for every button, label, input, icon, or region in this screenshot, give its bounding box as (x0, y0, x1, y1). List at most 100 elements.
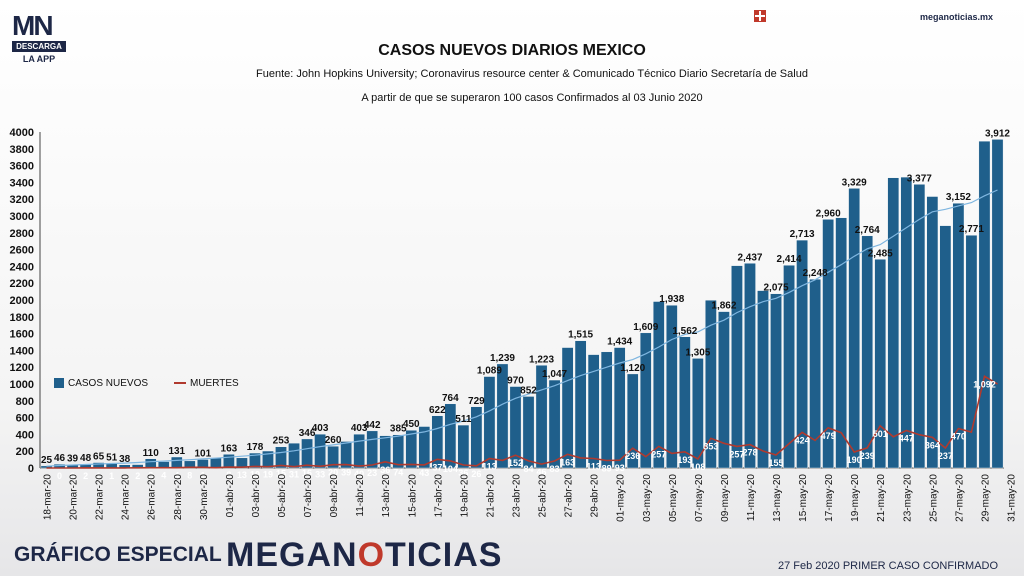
bar-casos-nuevos (978, 140, 991, 469)
y-tick-label: 1800 (10, 312, 34, 324)
bar-casos-nuevos (405, 430, 418, 469)
bar-casos-nuevos (431, 415, 444, 469)
y-tick-label: 1200 (10, 362, 34, 374)
bar-casos-nuevos (718, 311, 730, 469)
bar-data-label: 442 (364, 420, 381, 431)
bar-casos-nuevos (939, 225, 952, 469)
y-tick-label: 600 (16, 413, 34, 425)
death-data-label: 84 (524, 464, 534, 474)
y-tick-label: 2000 (10, 295, 34, 307)
death-data-label: 190 (847, 455, 862, 465)
bar-data-label: 1,938 (659, 294, 684, 305)
death-data-label: 89 (602, 464, 612, 474)
bar-data-label: 1,120 (620, 363, 645, 374)
death-data-label: 4 (174, 471, 179, 481)
y-tick-label: 200 (16, 446, 34, 458)
bar-casos-nuevos (770, 293, 782, 469)
legend-cases-label: CASOS NUEVOS (68, 378, 149, 389)
death-data-label: 26 (471, 469, 481, 479)
death-data-label: 4 (161, 471, 166, 481)
bar-casos-nuevos (600, 351, 613, 469)
bar-casos-nuevos (496, 363, 509, 469)
death-data-label: 364 (925, 440, 940, 450)
x-tick-label: 13-may-20 (772, 474, 783, 522)
death-data-label: 3 (148, 471, 153, 481)
trend-line (46, 189, 998, 467)
bar-casos-nuevos (327, 445, 339, 469)
meganoticias-logo[interactable]: MN DESCARGA LA APP (12, 12, 66, 64)
death-data-label: 479 (821, 431, 836, 441)
bar-casos-nuevos (783, 265, 795, 469)
bar-data-label: 385 (390, 424, 407, 435)
x-tick-label: 19-abr-20 (459, 474, 470, 518)
bar-casos-nuevos (457, 424, 470, 469)
death-data-label: 10 (250, 469, 260, 479)
site-url: meganoticias.mx (920, 12, 994, 22)
bar-casos-nuevos (509, 386, 522, 469)
death-data-label: 239 (860, 451, 875, 461)
x-tick-label: 25-may-20 (928, 474, 939, 522)
x-tick-label: 05-may-20 (668, 474, 679, 522)
x-tick-label: 01-abr-20 (225, 474, 236, 518)
bar-data-label: 3,329 (842, 177, 867, 188)
death-data-label: 2 (83, 471, 88, 481)
death-data-label: 15 (276, 468, 286, 478)
y-tick-label: 2800 (10, 228, 34, 240)
bar-casos-nuevos (366, 430, 378, 469)
bar-data-label: 1,434 (607, 337, 632, 348)
bar-casos-nuevos (887, 177, 900, 469)
footer-brand-rest: TICIAS (385, 536, 503, 574)
bar-casos-nuevos (652, 301, 665, 469)
death-data-label: 8 (226, 470, 231, 480)
x-tick-label: 24-mar-20 (121, 474, 132, 521)
bar-data-label: 1,089 (477, 366, 502, 377)
bar-data-label: 2,414 (777, 254, 802, 265)
bar-data-label: 511 (455, 414, 472, 425)
x-tick-label: 25-abr-20 (538, 474, 549, 518)
bar-casos-nuevos (587, 354, 600, 469)
bar-casos-nuevos (144, 458, 157, 469)
y-tick-label: 1000 (10, 379, 34, 391)
death-data-label: 39 (341, 468, 351, 478)
death-data-label: 257 (729, 449, 744, 459)
bar-data-label: 110 (143, 448, 160, 459)
y-tick-label: 3400 (10, 177, 34, 189)
death-data-label: 16 (302, 468, 312, 478)
bar-data-label: 253 (273, 436, 290, 447)
death-data-label: 236 (625, 451, 640, 461)
bar-casos-nuevos (666, 305, 678, 469)
y-tick-label: 3000 (10, 211, 34, 223)
bar-casos-nuevos (626, 373, 639, 469)
bar-casos-nuevos (913, 184, 926, 469)
y-tick-label: 1600 (10, 329, 34, 341)
death-data-label: 193 (677, 455, 692, 465)
bar-casos-nuevos (757, 290, 769, 469)
bar-casos-nuevos (952, 203, 965, 469)
bar-casos-nuevos (483, 376, 496, 469)
death-data-label: 104 (443, 464, 458, 474)
y-tick-label: 3200 (10, 194, 34, 206)
x-tick-label: 05-abr-20 (277, 474, 288, 518)
x-tick-label: 29-may-20 (980, 474, 991, 522)
legend-deaths: MUERTES (174, 378, 239, 389)
bar-data-label: 2,713 (790, 229, 815, 240)
death-data-label: 43 (419, 468, 429, 478)
death-data-label: 2 (135, 471, 140, 481)
bar-casos-nuevos (692, 358, 704, 469)
death-data-label: 113 (586, 462, 601, 472)
x-tick-label: 30-mar-20 (199, 474, 210, 521)
bar-data-label: 1,305 (685, 347, 710, 358)
bar-data-label: 2,485 (868, 248, 893, 259)
x-tick-label: 29-abr-20 (590, 474, 601, 518)
x-tick-label: 13-abr-20 (381, 474, 392, 518)
bar-data-label: 3,377 (907, 173, 932, 184)
bar-casos-nuevos (353, 433, 365, 469)
bar-casos-nuevos (535, 365, 548, 469)
x-tick-label: 31-may-20 (1007, 474, 1018, 522)
death-data-label: 278 (742, 448, 757, 458)
bar-data-label: 46 (54, 453, 66, 464)
legend-cases-swatch (54, 378, 64, 389)
bar-casos-nuevos (822, 219, 834, 469)
bar-data-label: 729 (468, 396, 485, 407)
bar-casos-nuevos (301, 438, 313, 469)
